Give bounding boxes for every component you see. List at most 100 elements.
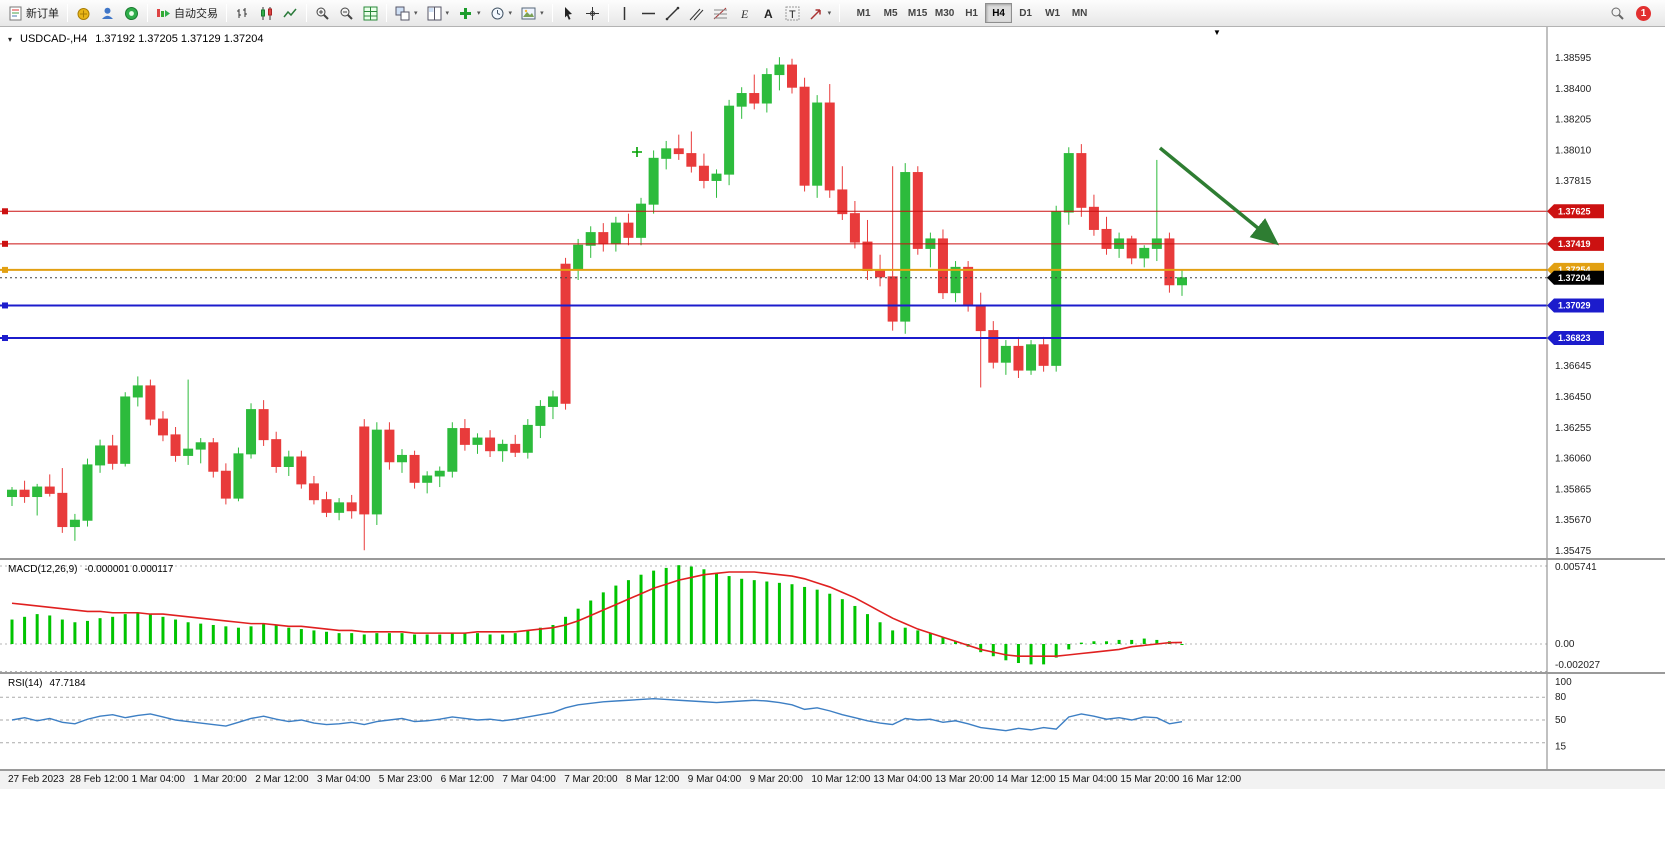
- add-indicator-button[interactable]: ▾: [454, 2, 485, 24]
- period-button[interactable]: ▾: [486, 2, 517, 24]
- price-flag[interactable]: 1.37419: [1547, 236, 1604, 251]
- panel-splitter[interactable]: [0, 558, 1665, 560]
- time-axis-label: 13 Mar 20:00: [935, 774, 994, 785]
- rsi-panel-surface[interactable]: 100 80 50 15: [0, 674, 1665, 769]
- candlestick-chart-button[interactable]: [255, 2, 278, 24]
- dropdown-arrow-icon: ▾: [477, 10, 481, 17]
- macd-signal-line: [11, 571, 1183, 658]
- cursor-button[interactable]: [557, 2, 580, 24]
- candlestick-icon: [261, 6, 272, 20]
- search-button[interactable]: [1606, 2, 1629, 24]
- template-image-icon: [521, 7, 536, 19]
- search-icon: [1611, 7, 1624, 20]
- horizontal-line-button[interactable]: [637, 2, 660, 24]
- shapes-button[interactable]: ▾: [805, 2, 836, 24]
- add-indicator-plus-icon: [460, 7, 472, 19]
- timeframe-button-h4[interactable]: H4: [985, 3, 1013, 23]
- time-axis-label: 15 Mar 20:00: [1120, 774, 1180, 785]
- svg-text:1.36060: 1.36060: [1555, 454, 1592, 465]
- text-button[interactable]: A: [757, 2, 780, 24]
- time-axis-label: 6 Mar 12:00: [440, 774, 494, 785]
- bar-chart-button[interactable]: [231, 2, 254, 24]
- svg-text:1.35475: 1.35475: [1555, 546, 1592, 557]
- dropdown-arrow-icon: ▾: [827, 10, 832, 17]
- toolbar-separator: [839, 4, 841, 22]
- candlesticks: [7, 57, 1187, 551]
- timeframe-button-w1[interactable]: W1: [1039, 3, 1066, 23]
- line-chart-button[interactable]: [279, 2, 302, 24]
- macd-histogram: [10, 565, 1184, 665]
- notification-badge[interactable]: 1: [1636, 5, 1651, 21]
- fibonacci-button[interactable]: [709, 2, 732, 24]
- auto-trading-button[interactable]: 自动交易: [152, 2, 222, 24]
- price-flag[interactable]: 1.37029: [1547, 298, 1604, 313]
- template-button[interactable]: ▾: [517, 2, 548, 24]
- svg-text:1.37204: 1.37204: [1558, 273, 1591, 283]
- timeframe-button-m5[interactable]: M5: [877, 3, 904, 23]
- market-watch-button[interactable]: [72, 2, 95, 24]
- line-anchor-marker: [2, 266, 8, 273]
- bar-chart-icon: [237, 7, 247, 18]
- zoom-in-button[interactable]: [311, 2, 334, 24]
- trend-arrow-annotation[interactable]: [1158, 146, 1280, 246]
- horizontal-line-icon: [641, 12, 655, 14]
- new-order-icon: [9, 6, 22, 20]
- line-anchor-marker: [2, 208, 8, 215]
- one-click-trading-toggle[interactable]: ▾: [8, 34, 13, 44]
- timeframe-button-d1[interactable]: D1: [1012, 3, 1039, 23]
- crosshair-button[interactable]: [581, 2, 604, 24]
- price-flag[interactable]: 1.36823: [1547, 331, 1604, 346]
- timeframe-button-h1[interactable]: H1: [958, 3, 985, 23]
- svg-text:1.35865: 1.35865: [1555, 484, 1592, 495]
- toolbar-separator: [386, 4, 387, 22]
- time-axis-label: 14 Mar 12:00: [996, 774, 1056, 785]
- dropdown-arrow-icon: ▾: [508, 10, 513, 17]
- timeframe-button-m15[interactable]: M15: [904, 3, 931, 23]
- price-flag[interactable]: 1.37625: [1547, 204, 1604, 219]
- toolbar-separator: [67, 4, 68, 22]
- channel-button[interactable]: [685, 2, 708, 24]
- time-axis-label: 28 Feb 12:00: [69, 774, 129, 785]
- cursor-arrow-icon: [564, 6, 572, 20]
- panel-splitter[interactable]: [0, 672, 1665, 674]
- macd-panel: 0.005741 0.00 -0.002027 MACD(12,26,9) -0.0…: [0, 560, 1665, 672]
- community-button[interactable]: [96, 2, 119, 24]
- bottom-spacer: [0, 789, 1665, 843]
- svg-text:0.005741: 0.005741: [1555, 562, 1597, 573]
- trendline-button[interactable]: [661, 2, 684, 24]
- zoom-out-button[interactable]: [335, 2, 358, 24]
- new-order-label: 新订单: [26, 8, 59, 20]
- time-axis-label: 7 Mar 20:00: [564, 774, 618, 785]
- chart-shift-marker[interactable]: ▼: [1213, 28, 1221, 37]
- timeframe-button-m30[interactable]: M30: [931, 3, 958, 23]
- time-axis[interactable]: 27 Feb 2023 28 Feb 12:00 1 Mar 04:00 1 Mar …: [0, 771, 1665, 789]
- window-layout-button[interactable]: ▾: [423, 2, 454, 24]
- toolbar-separator: [551, 4, 553, 22]
- community-person-icon: [102, 7, 113, 19]
- main-chart-surface[interactable]: 1.38595 1.38400 1.38205 1.38010 1.37815 1.376…: [0, 27, 1665, 558]
- macd-panel-surface[interactable]: 0.005741 0.00 -0.002027: [0, 560, 1665, 672]
- price-flag[interactable]: 1.37204: [1547, 270, 1604, 285]
- time-axis-label: 1 Mar 04:00: [131, 774, 185, 785]
- auto-trading-icon: [157, 8, 170, 17]
- text-label-button[interactable]: T: [781, 2, 804, 24]
- svg-text:1.37815: 1.37815: [1555, 176, 1592, 187]
- panel-splitter[interactable]: [0, 769, 1665, 771]
- crosshair-icon: [585, 6, 599, 20]
- time-axis-label: 15 Mar 04:00: [1058, 774, 1118, 785]
- zoom-out-icon: [340, 7, 353, 20]
- svg-text:1.36823: 1.36823: [1558, 333, 1591, 343]
- svg-text:1.37029: 1.37029: [1558, 300, 1591, 310]
- timeframe-button-mn[interactable]: MN: [1066, 3, 1093, 23]
- new-chart-button[interactable]: [359, 2, 382, 24]
- time-axis-label: 13 Mar 04:00: [873, 774, 933, 785]
- toolbar-separator: [607, 4, 609, 22]
- rsi-line: [11, 698, 1183, 732]
- new-order-button[interactable]: 新订单: [4, 2, 63, 24]
- ea-status-button[interactable]: [120, 2, 143, 24]
- vertical-line-button[interactable]: [613, 2, 636, 24]
- timeframe-button-m1[interactable]: M1: [850, 3, 877, 23]
- timeframe-toolbar: M1 M5 M15 M30 H1 H4 D1 W1 MN: [850, 3, 1093, 23]
- tile-windows-button[interactable]: ▾: [391, 2, 422, 24]
- elliott-wave-button[interactable]: E: [733, 2, 756, 24]
